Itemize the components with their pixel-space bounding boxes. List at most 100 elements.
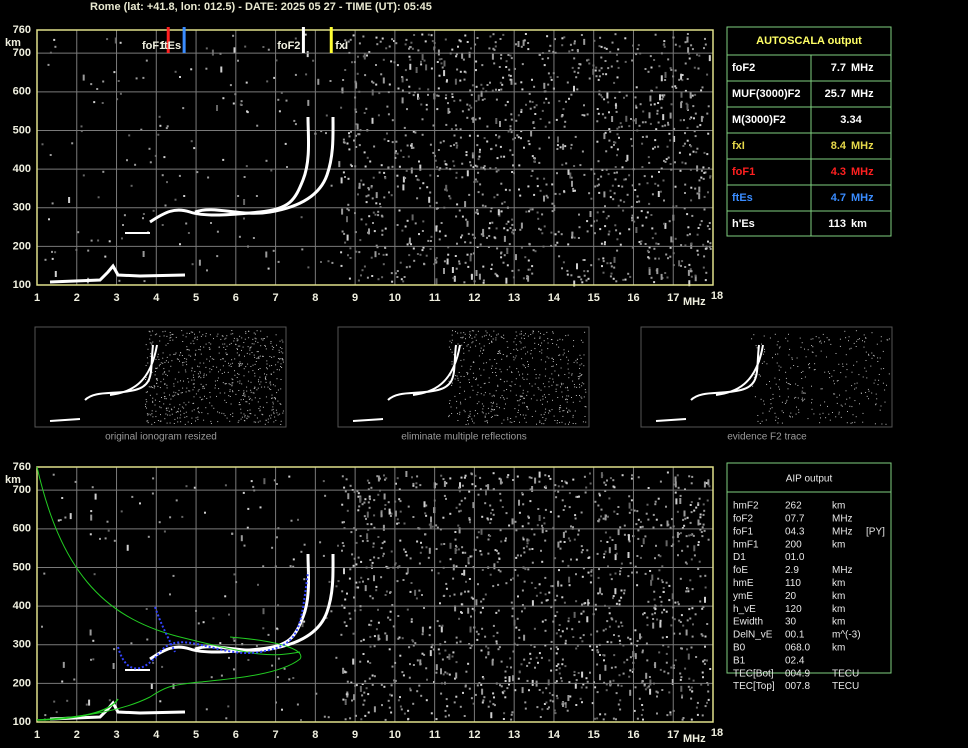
noise-dot (616, 60, 619, 63)
noise-dot (862, 376, 864, 378)
noise-dot (671, 593, 674, 600)
noise-dot (510, 57, 513, 60)
noise-dot (477, 212, 479, 215)
noise-dot (819, 422, 821, 424)
noise-dot (629, 275, 632, 278)
noise-dot (639, 633, 641, 640)
noise-dot (343, 606, 346, 609)
noise-dot (229, 384, 231, 386)
noise-dot (344, 241, 347, 244)
noise-dot (459, 509, 462, 512)
noise-dot (259, 368, 261, 369)
noise-dot (238, 373, 240, 375)
noise-dot (210, 343, 212, 345)
aip-cell: MHz (832, 526, 853, 537)
noise-dot (458, 490, 461, 493)
noise-dot (535, 377, 537, 379)
noise-dot (263, 338, 265, 339)
noise-dot (280, 388, 282, 390)
noise-dot (396, 518, 399, 521)
noise-dot (469, 416, 471, 418)
noise-dot (702, 177, 705, 180)
noise-dot (866, 395, 868, 397)
noise-dot (461, 234, 464, 237)
noise-dot (451, 351, 453, 353)
x-tick-label: 11 (429, 729, 441, 741)
noise-dot (776, 344, 778, 346)
noise-dot (883, 368, 885, 369)
noise-dot (607, 215, 610, 218)
noise-dot (523, 146, 525, 149)
noise-dot (49, 154, 52, 156)
noise-dot (464, 411, 466, 413)
noise-dot (680, 264, 682, 267)
noise-dot (405, 266, 408, 269)
noise-dot (652, 147, 655, 150)
noise-dot (704, 171, 707, 174)
noise-dot (54, 45, 57, 48)
noise-dot (164, 330, 166, 332)
noise-dot (463, 342, 465, 343)
noise-dot (701, 634, 704, 637)
noise-dot (583, 475, 586, 478)
noise-dot (605, 514, 607, 517)
e-trace (49, 263, 186, 284)
noise-dot (443, 70, 446, 77)
noise-dot (122, 224, 124, 226)
noise-dot (357, 193, 359, 196)
y-tick-label: 200 (13, 677, 31, 689)
noise-dot (620, 125, 623, 128)
noise-dot (702, 503, 705, 506)
noise-dot (145, 391, 147, 393)
noise-dot (450, 128, 453, 131)
noise-dot (694, 274, 697, 277)
noise-dot (459, 99, 462, 102)
row-value: 113 (828, 218, 846, 230)
noise-dot (491, 221, 494, 224)
noise-dot (580, 686, 583, 689)
noise-dot (685, 535, 688, 538)
noise-dot (516, 368, 518, 370)
noise-dot (850, 347, 852, 349)
noise-dot (353, 527, 356, 530)
noise-dot (516, 400, 518, 402)
noise-dot (366, 539, 369, 542)
noise-dot (319, 541, 322, 544)
noise-dot (699, 528, 702, 531)
noise-dot (375, 202, 378, 205)
noise-dot (583, 396, 585, 398)
noise-dot (703, 195, 706, 198)
noise-dot (480, 83, 483, 86)
noise-dot (554, 557, 557, 560)
noise-dot (596, 211, 599, 214)
noise-dot (367, 528, 370, 531)
noise-dot (391, 141, 394, 144)
noise-dot (489, 393, 491, 395)
noise-dot (671, 85, 674, 88)
noise-dot (262, 608, 265, 615)
noise-dot (185, 361, 187, 363)
aip-cell: D1 (733, 552, 746, 563)
noise-dot (674, 481, 677, 488)
noise-dot (239, 363, 240, 365)
noise-dot (407, 505, 410, 508)
noise-dot (349, 717, 352, 720)
noise-dot (541, 708, 544, 711)
noise-dot (484, 502, 487, 505)
noise-dot (405, 38, 408, 41)
noise-dot (620, 589, 623, 592)
noise-dot (820, 342, 822, 344)
noise-dot (555, 388, 557, 390)
noise-dot (630, 138, 633, 141)
noise-dot (655, 518, 658, 521)
noise-dot (273, 347, 275, 348)
noise-dot (687, 226, 690, 229)
noise-dot (654, 503, 657, 506)
noise-dot (150, 386, 152, 388)
noise-dot (94, 493, 97, 500)
noise-dot (454, 531, 457, 533)
noise-dot (155, 378, 157, 380)
noise-dot (359, 239, 362, 242)
noise-dot (238, 366, 240, 367)
noise-dot (199, 396, 201, 398)
